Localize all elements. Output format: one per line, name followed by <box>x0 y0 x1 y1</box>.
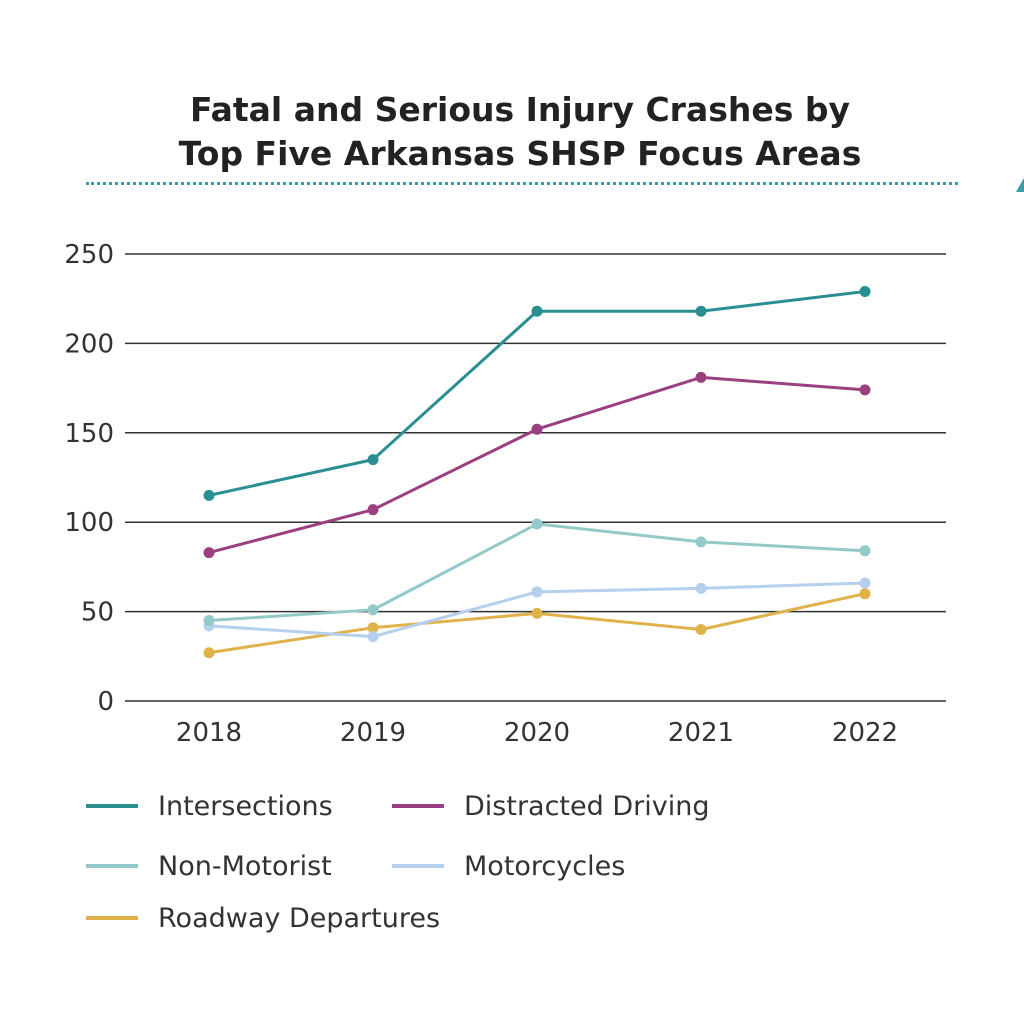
y-tick-label-100: 100 <box>64 508 114 538</box>
y-tick-label-250: 250 <box>64 240 114 270</box>
data-point-motorcycles-2019 <box>367 631 379 643</box>
data-point-roadway-departures-2019 <box>367 622 379 634</box>
data-point-intersections-2020 <box>531 305 543 317</box>
x-tick-label-2021: 2021 <box>668 718 734 748</box>
legend-swatch-roadway-departures <box>86 916 138 920</box>
data-point-non-motorist-2021 <box>695 536 707 548</box>
legend-label-intersections: Intersections <box>158 790 333 822</box>
chart-title-line-1: Fatal and Serious Injury Crashes by <box>189 90 851 129</box>
series-motorcycles <box>203 577 871 643</box>
legend-item-non-motorist: Non-Motorist <box>86 846 332 886</box>
legend-item-intersections: Intersections <box>86 786 333 826</box>
data-point-distracted-driving-2021 <box>695 371 707 383</box>
legend-swatch-non-motorist <box>86 864 138 868</box>
legend-item-distracted-driving: Distracted Driving <box>392 786 709 826</box>
legend-label-distracted-driving: Distracted Driving <box>464 790 710 822</box>
series-line-non-motorist <box>207 522 867 623</box>
legend-label-non-motorist: Non-Motorist <box>158 850 332 882</box>
legend-swatch-motorcycles <box>392 864 444 868</box>
y-tick-label-0: 0 <box>97 687 114 717</box>
data-point-roadway-departures-2020 <box>531 607 543 619</box>
data-point-non-motorist-2018 <box>203 615 215 627</box>
data-point-intersections-2022 <box>859 286 871 298</box>
data-point-intersections-2019 <box>367 454 379 466</box>
legend-label-roadway-departures: Roadway Departures <box>158 902 441 934</box>
data-point-motorcycles-2022 <box>859 577 871 589</box>
series-line-roadway-departures <box>207 592 867 655</box>
legend-item-motorcycles: Motorcycles <box>392 846 625 886</box>
data-point-non-motorist-2019 <box>367 604 379 616</box>
legend-swatch-intersections <box>86 804 138 808</box>
series-line-intersections <box>207 290 867 497</box>
grid-layer <box>125 253 946 702</box>
data-point-motorcycles-2021 <box>695 582 707 594</box>
series-non-motorist <box>203 518 871 627</box>
series-layer <box>203 286 871 659</box>
data-point-intersections-2018 <box>203 489 215 501</box>
data-point-distracted-driving-2018 <box>203 547 215 559</box>
data-point-roadway-departures-2021 <box>695 623 707 635</box>
legend-swatch-distracted-driving <box>392 804 444 808</box>
y-tick-label-150: 150 <box>64 419 114 449</box>
title-divider <box>86 182 958 185</box>
data-point-distracted-driving-2020 <box>531 423 543 435</box>
data-point-roadway-departures-2018 <box>203 647 215 659</box>
data-point-non-motorist-2022 <box>859 545 871 557</box>
data-point-distracted-driving-2022 <box>859 384 871 396</box>
series-distracted-driving <box>203 371 871 559</box>
data-point-motorcycles-2020 <box>531 586 543 598</box>
data-point-intersections-2021 <box>695 305 707 317</box>
series-roadway-departures <box>203 588 871 659</box>
data-point-roadway-departures-2022 <box>859 588 871 600</box>
legend: Intersections Distracted Driving Non-Mot… <box>86 780 986 950</box>
legend-item-roadway-departures: Roadway Departures <box>86 898 440 938</box>
y-tick-label-50: 50 <box>81 598 114 628</box>
series-intersections <box>203 286 871 501</box>
x-tick-label-2019: 2019 <box>340 718 406 748</box>
edge-mark <box>1016 178 1024 192</box>
legend-label-motorcycles: Motorcycles <box>464 850 626 882</box>
y-tick-label-200: 200 <box>64 329 114 359</box>
x-tick-label-2018: 2018 <box>176 718 242 748</box>
data-point-distracted-driving-2019 <box>367 504 379 516</box>
data-point-non-motorist-2020 <box>531 518 543 530</box>
chart-title: Fatal and Serious Injury Crashes by Top … <box>0 88 1024 176</box>
x-axis-ticks: 2018 2019 2020 2021 2022 <box>176 718 898 748</box>
x-tick-label-2020: 2020 <box>504 718 570 748</box>
y-axis-ticks: 0 50 100 150 200 250 <box>64 240 114 717</box>
x-tick-label-2022: 2022 <box>832 718 898 748</box>
chart-title-line-2: Top Five Arkansas SHSP Focus Areas <box>178 134 862 173</box>
